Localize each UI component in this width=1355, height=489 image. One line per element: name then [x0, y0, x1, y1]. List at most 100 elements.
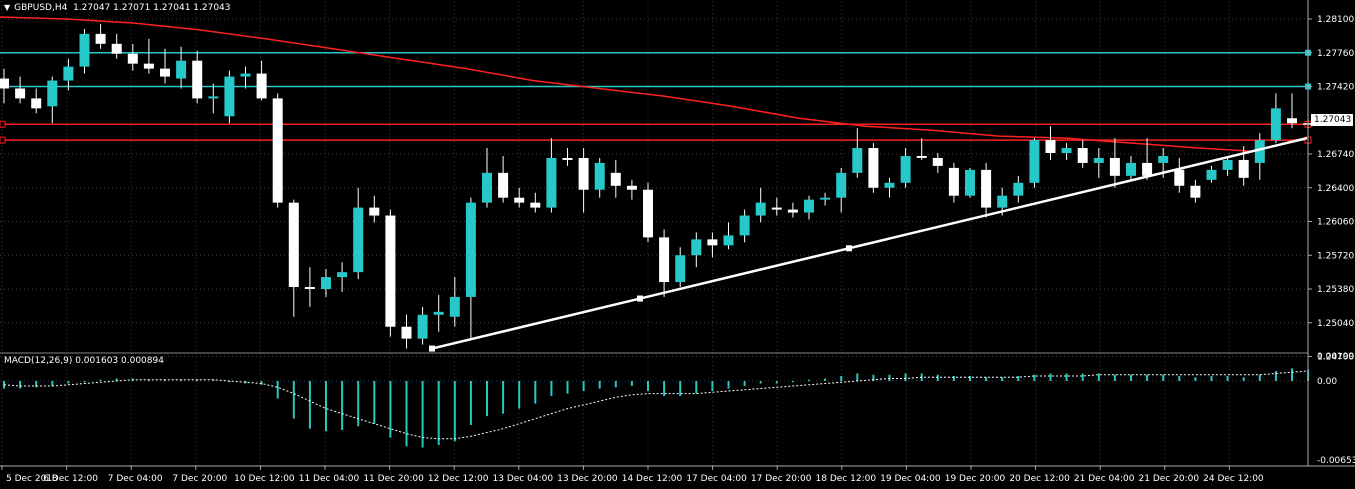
current-price-badge: 1.27043: [1311, 114, 1353, 126]
time-tick-label: 11 Dec 04:00: [299, 474, 360, 484]
time-tick-label: 18 Dec 12:00: [816, 474, 877, 484]
time-tick-label: 17 Dec 20:00: [751, 474, 812, 484]
bear-candle: [401, 326, 412, 339]
bull-candle: [1158, 155, 1169, 163]
bull-candle: [1254, 140, 1265, 163]
price-tick-label: 1.27420: [1317, 83, 1354, 93]
bull-candle: [321, 277, 331, 289]
moving-average: [0, 16, 1266, 153]
time-tick-label: 11 Dec 20:00: [363, 474, 424, 484]
price-tick-label: 1.26060: [1317, 218, 1354, 228]
bull-candle: [1126, 162, 1136, 176]
macd-signal-line: [3, 370, 1309, 440]
candles: [0, 23, 1314, 349]
bear-candle: [304, 287, 315, 289]
time-tick-label: 7 Dec 04:00: [108, 474, 163, 484]
bull-candle: [176, 60, 187, 79]
bull-candle: [900, 155, 911, 183]
bear-candle: [1109, 157, 1120, 176]
bull-candle: [691, 239, 702, 256]
bear-candle: [111, 43, 122, 54]
macd-tick-label: 0.00199: [1317, 352, 1354, 362]
time-tick-label: 14 Dec 12:00: [622, 474, 683, 484]
bull-candle: [208, 96, 219, 99]
chart-frame: [0, 0, 1355, 467]
bear-candle: [578, 157, 589, 190]
time-tick-label: 20 Dec 12:00: [1009, 474, 1070, 484]
bull-candle: [997, 195, 1008, 208]
time-tick-label: 7 Dec 20:00: [172, 474, 227, 484]
bull-candle: [465, 202, 476, 297]
bull-candle: [353, 207, 364, 273]
bear-candle: [1238, 159, 1249, 178]
trendline-handle: [637, 295, 643, 302]
time-tick-label: 21 Dec 20:00: [1139, 474, 1200, 484]
bear-candle: [1287, 118, 1297, 124]
bear-candle: [1142, 162, 1153, 176]
bear-candle: [626, 185, 637, 190]
trendline-handle: [846, 245, 852, 252]
bull-candle: [739, 215, 750, 236]
price-tick-label: 1.25380: [1317, 285, 1354, 295]
level-handle: [0, 136, 6, 144]
bull-candle: [546, 157, 557, 208]
time-tick-label: 19 Dec 20:00: [945, 474, 1006, 484]
bear-candle: [288, 202, 299, 288]
price-tick-label: 1.27760: [1317, 49, 1354, 59]
bull-candle: [723, 235, 734, 246]
bull-candle: [965, 169, 975, 196]
bear-candle: [369, 207, 380, 216]
trendline[interactable]: [429, 136, 1308, 352]
bull-candle: [755, 202, 766, 216]
bear-candle: [160, 68, 170, 77]
bull-candle: [1222, 159, 1233, 170]
bear-candle: [272, 98, 283, 203]
time-tick-label: 24 Dec 12:00: [1203, 474, 1264, 484]
bear-candle: [562, 157, 573, 160]
bull-candle: [836, 172, 847, 198]
bull-candle: [224, 76, 235, 117]
level-handle: [0, 120, 6, 128]
macd-tick-label: -0.00653: [1317, 456, 1355, 466]
price-tick-label: 1.25040: [1317, 319, 1354, 329]
bear-candle: [948, 167, 959, 196]
bear-candle: [15, 88, 26, 99]
bull-candle: [79, 33, 90, 67]
bull-candle: [1061, 148, 1072, 154]
bull-candle: [433, 311, 444, 315]
bull-candle: [337, 272, 348, 278]
bear-candle: [707, 239, 718, 246]
bear-candle: [192, 60, 203, 99]
bear-candle: [916, 155, 927, 158]
bull-candle: [417, 314, 428, 339]
bear-candle: [643, 189, 653, 238]
bear-candle: [127, 53, 138, 64]
bear-candle: [256, 73, 267, 99]
bull-candle: [594, 162, 605, 190]
bull-candle: [47, 80, 58, 107]
price-tick-label: 1.28100: [1317, 15, 1354, 25]
bear-candle: [385, 215, 396, 327]
dropdown-arrow-icon[interactable]: ▼: [4, 3, 11, 12]
time-tick-label: 10 Dec 12:00: [234, 474, 295, 484]
time-tick-label: 13 Dec 20:00: [557, 474, 618, 484]
bear-candle: [95, 33, 106, 44]
price-tick-label: 1.24700: [1317, 353, 1354, 363]
bear-candle: [932, 157, 943, 166]
bull-candle: [884, 182, 895, 188]
bear-candle: [659, 237, 670, 283]
bear-candle: [1174, 169, 1185, 186]
macd-tick-label: 0.00: [1317, 377, 1337, 387]
macd-axis: 0.00199 0.00 -0.00653: [1317, 352, 1355, 466]
bear-candle: [771, 207, 782, 210]
ma-line: [0, 16, 1266, 153]
trendline-handle: [429, 345, 435, 352]
bear-candle: [143, 63, 154, 69]
bear-candle: [0, 78, 9, 89]
price-tick-label: 1.26740: [1317, 150, 1354, 160]
bull-candle: [449, 296, 460, 317]
bear-candle: [610, 172, 621, 186]
bear-candle: [498, 172, 509, 198]
